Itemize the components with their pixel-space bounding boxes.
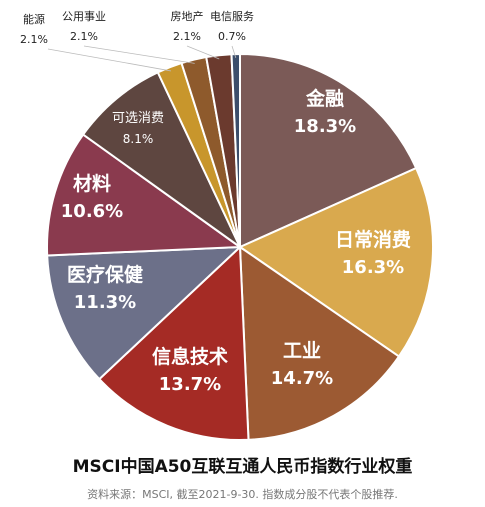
chart-title: MSCI中国A50互联互通人民币指数行业权重: [72, 457, 413, 477]
slice-value-label: 2.1%: [70, 30, 98, 43]
pie-slice: [97, 244, 250, 441]
slice-value-label: 2.1%: [173, 30, 201, 43]
slice-label: 电信服务 0.7%: [210, 10, 254, 43]
slice-label: 可选消费 8.1%: [112, 111, 164, 146]
slice-category-label: 工业: [283, 340, 321, 362]
chart-source-note: 资料来源：MSCI, 截至2021-9-30. 指数成分股不代表个股推荐.: [87, 488, 398, 501]
pie-slice: [237, 166, 434, 358]
leader-line: [231, 45, 237, 59]
pie-slices: [46, 52, 434, 441]
slice-category-label: 可选消费: [112, 111, 164, 126]
slice-label: 工业 14.7%: [271, 340, 333, 389]
slice-label: 公用事业 2.1%: [62, 10, 106, 43]
pie-slice: [46, 245, 243, 381]
slice-label: 医疗保健 11.3%: [67, 263, 143, 313]
slice-label: 材料 10.6%: [61, 172, 123, 222]
slice-value-label: 8.1%: [123, 132, 154, 146]
slice-category-label: 日常消费: [335, 228, 411, 251]
slice-category-label: 信息技术: [152, 345, 228, 368]
slice-label: 信息技术 13.7%: [152, 345, 228, 395]
leader-line: [47, 48, 172, 72]
slice-value-label: 11.3%: [74, 292, 136, 313]
pie-slice: [230, 52, 241, 248]
slice-category-label: 金融: [305, 87, 344, 110]
leader-line: [186, 45, 220, 60]
slice-value-label: 16.3%: [342, 257, 404, 278]
slice-value-label: 10.6%: [61, 201, 123, 222]
slice-value-label: 2.1%: [20, 33, 48, 46]
pie-chart: 金融 18.3% 日常消费 16.3% 工业 14.7% 信息技术 13.7% 医疗保健 11.3…: [20, 9, 434, 441]
slice-value-label: 13.7%: [159, 374, 221, 395]
slice-category-label: 材料: [73, 172, 111, 195]
slice-label: 能源 2.1%: [20, 12, 48, 46]
slice-value-label: 14.7%: [271, 368, 333, 389]
slice-category-label: 公用事业: [62, 10, 106, 23]
leader-lines: [47, 45, 237, 72]
pie-slice: [46, 133, 243, 257]
slice-category-label: 电信服务: [210, 10, 254, 23]
pie-slice: [238, 245, 401, 441]
slice-value-label: 18.3%: [294, 116, 356, 137]
slice-value-label: 0.7%: [218, 30, 246, 43]
slice-category-label: 房地产: [171, 9, 204, 23]
slice-label: 房地产 2.1%: [171, 9, 204, 43]
slice-category-label: 医疗保健: [67, 263, 143, 286]
pie-slice: [239, 52, 418, 249]
slice-labels: 金融 18.3% 日常消费 16.3% 工业 14.7% 信息技术 13.7% 医疗保健 11.3…: [20, 9, 411, 395]
slice-label: 金融 18.3%: [294, 87, 356, 137]
pie-slice: [81, 71, 243, 251]
slice-label: 日常消费 16.3%: [335, 228, 411, 278]
leader-line: [83, 45, 195, 64]
slice-category-label: 能源: [23, 12, 45, 26]
